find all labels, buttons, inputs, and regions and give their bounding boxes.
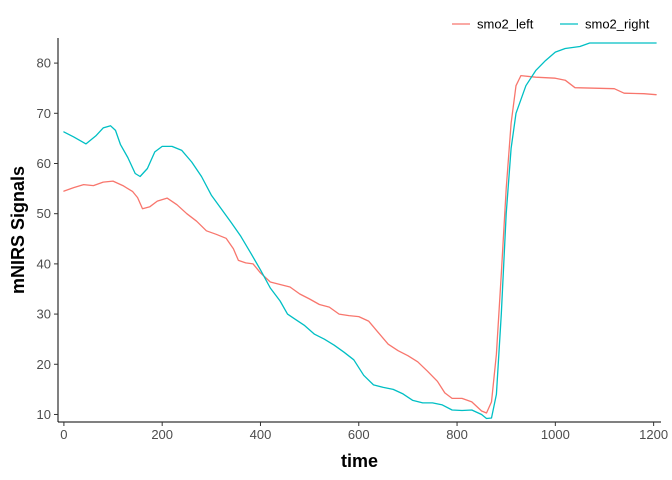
x-ticks: 0 200 400 600 800 1000 1200 <box>60 422 668 442</box>
series-line-smo2-left <box>63 74 657 414</box>
y-tick-label: 80 <box>37 56 51 71</box>
x-tick-label: 600 <box>348 427 370 442</box>
y-tick-label: 70 <box>37 106 51 121</box>
legend-label-smo2-right: smo2_right <box>585 17 650 32</box>
x-tick-label: 1200 <box>639 427 668 442</box>
x-tick-label: 400 <box>250 427 272 442</box>
x-tick-label: 1000 <box>541 427 570 442</box>
y-tick-label: 30 <box>37 307 51 322</box>
legend-label-smo2-left: smo2_left <box>477 17 534 32</box>
series-line-smo2-right <box>63 42 657 420</box>
x-tick-label: 0 <box>60 427 67 442</box>
y-tick-label: 10 <box>37 407 51 422</box>
y-tick-label: 60 <box>37 156 51 171</box>
x-axis-title: time <box>341 451 378 471</box>
y-tick-label: 50 <box>37 206 51 221</box>
y-axis-title: mNIRS Signals <box>8 166 28 294</box>
series-layer <box>63 42 657 420</box>
legend: smo2_left smo2_right <box>452 17 650 32</box>
x-tick-label: 200 <box>151 427 173 442</box>
y-ticks: 10 20 30 40 50 60 70 80 <box>37 56 58 422</box>
x-tick-label: 800 <box>446 427 468 442</box>
y-tick-label: 20 <box>37 357 51 372</box>
y-tick-label: 40 <box>37 256 51 271</box>
